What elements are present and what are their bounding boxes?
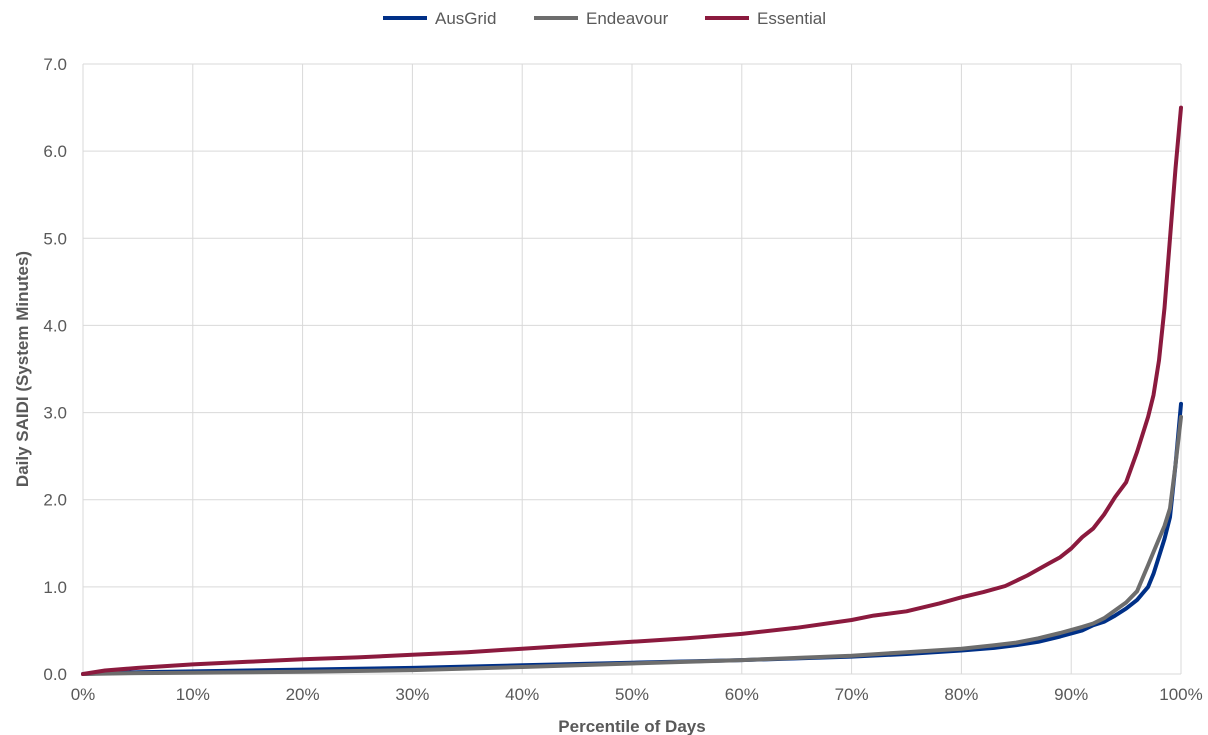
- gridlines: [82, 63, 1182, 675]
- x-tick-label: 10%: [176, 685, 210, 704]
- x-tick-label: 80%: [944, 685, 978, 704]
- y-tick-label: 5.0: [43, 229, 67, 248]
- x-tick-label: 100%: [1159, 685, 1202, 704]
- legend-label-endeavour: Endeavour: [586, 9, 669, 28]
- x-tick-label: 70%: [835, 685, 869, 704]
- y-tick-label: 1.0: [43, 578, 67, 597]
- series-line-endeavour: [81, 414, 1183, 676]
- y-tick-label: 4.0: [43, 316, 67, 335]
- x-axis-title: Percentile of Days: [558, 717, 705, 735]
- x-tick-label: 20%: [286, 685, 320, 704]
- y-tick-label: 2.0: [43, 491, 67, 510]
- y-axis-ticks: 0.0 1.0 2.0 3.0 4.0 5.0 6.0 7.0: [43, 55, 67, 684]
- series-line-essential: [81, 105, 1183, 676]
- x-tick-label: 40%: [505, 685, 539, 704]
- x-tick-label: 30%: [395, 685, 429, 704]
- x-tick-label: 60%: [725, 685, 759, 704]
- y-axis-title: Daily SAIDI (System Minutes): [13, 251, 32, 487]
- y-tick-label: 0.0: [43, 665, 67, 684]
- y-tick-label: 7.0: [43, 55, 67, 74]
- x-axis-ticks: 0% 10% 20% 30% 40% 50% 60% 70% 80% 90% 100%: [71, 685, 1203, 704]
- y-tick-label: 3.0: [43, 404, 67, 423]
- y-tick-label: 6.0: [43, 142, 67, 161]
- x-tick-label: 50%: [615, 685, 649, 704]
- series-line-ausgrid: [81, 401, 1183, 676]
- x-tick-label: 90%: [1054, 685, 1088, 704]
- x-tick-label: 0%: [71, 685, 96, 704]
- legend-label-essential: Essential: [757, 9, 826, 28]
- legend-label-ausgrid: AusGrid: [435, 9, 496, 28]
- legend: AusGrid Endeavour Essential: [383, 9, 826, 28]
- series-lines: [81, 105, 1183, 676]
